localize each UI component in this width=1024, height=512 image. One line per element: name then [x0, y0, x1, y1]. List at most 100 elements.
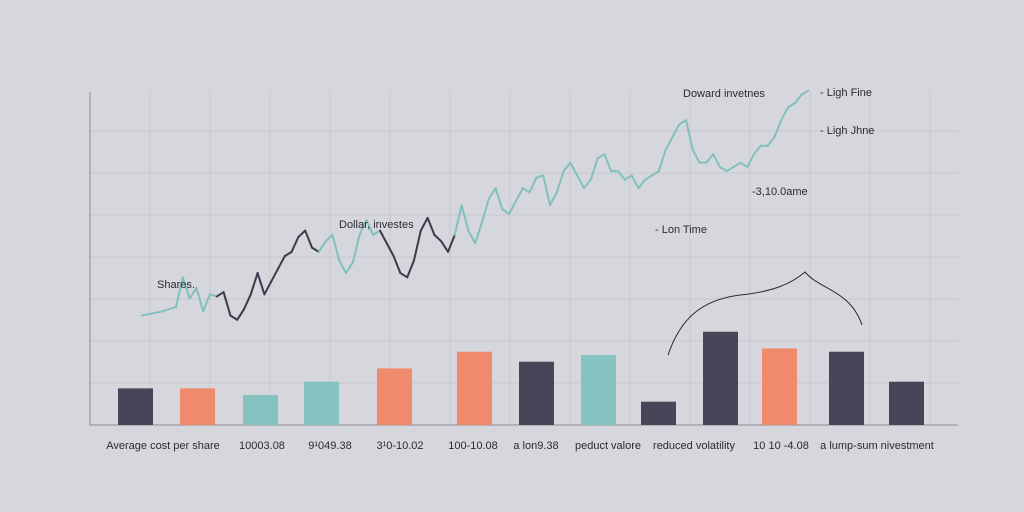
line-segment [793, 93, 803, 105]
line-segment [481, 197, 490, 224]
line-segment [222, 291, 232, 317]
line-segment [311, 246, 320, 253]
line-segment [209, 293, 218, 298]
line-segment [195, 286, 205, 313]
line-segment [583, 178, 592, 190]
line-segment [215, 291, 225, 298]
line-segment [555, 170, 565, 194]
line-segment [515, 187, 524, 202]
line-segment [780, 106, 789, 122]
line-segment [181, 276, 191, 300]
bar [519, 361, 554, 425]
annotation-doward: Doward invetnes [683, 88, 765, 100]
line-segment [399, 272, 409, 279]
line-segment [270, 267, 279, 283]
trend-line [141, 89, 810, 321]
line-segment [202, 293, 211, 313]
line-segment [671, 123, 681, 139]
line-segment [460, 204, 470, 232]
line-segment [358, 219, 368, 236]
line-segment [379, 229, 388, 245]
line-segment [712, 153, 721, 168]
category-label: a lon9.38 [513, 440, 558, 452]
line-segment [229, 314, 239, 321]
category-label: 3¹0-10.02 [376, 440, 423, 452]
line-segment [385, 242, 395, 258]
line-segment [351, 233, 361, 264]
line-segment [528, 176, 538, 194]
line-segment [297, 229, 307, 238]
line-segment [331, 233, 341, 262]
line-segment [392, 255, 402, 275]
line-segment [474, 221, 483, 245]
category-label: 100-10.08 [448, 440, 498, 452]
line-segment [188, 286, 198, 300]
line-segment [719, 165, 728, 173]
line-segment [487, 187, 497, 200]
category-label: 10 10 -4.08 [753, 440, 809, 452]
annotation-ligh-fine: - Ligh Fine [820, 87, 872, 99]
line-segment [236, 308, 245, 321]
line-segment [657, 148, 667, 173]
category-label: 10003.08 [239, 440, 285, 452]
line-segment [521, 187, 531, 194]
bar [703, 331, 738, 425]
annotation-dollar: Dollar, investes [339, 219, 414, 231]
line-segment [589, 157, 599, 181]
grid [90, 92, 958, 425]
bar [304, 381, 339, 425]
line-segment [365, 219, 375, 236]
bar [641, 401, 676, 425]
line-segment [467, 229, 477, 245]
line-segment [739, 161, 749, 168]
line-segment [283, 250, 293, 258]
line-segment [732, 161, 742, 168]
line-segment [603, 153, 613, 173]
line-segment [678, 119, 687, 126]
line-segment [304, 229, 313, 249]
line-segment [317, 240, 327, 253]
category-label: Average cost per share [106, 440, 220, 452]
line-segment [426, 216, 436, 236]
line-segment [501, 208, 511, 215]
line-segment [773, 119, 783, 139]
line-segment [249, 272, 259, 296]
line-segment [753, 144, 762, 156]
bar [829, 351, 864, 425]
line-segment [705, 153, 715, 164]
line-segment [324, 233, 334, 243]
bar [243, 395, 278, 425]
line-segment [263, 280, 273, 296]
line-segment [630, 174, 640, 190]
bar [762, 348, 797, 425]
line-segment [447, 233, 456, 253]
category-label: 9¹049.38 [308, 440, 351, 452]
line-segment [787, 102, 796, 109]
line-segment [338, 259, 347, 275]
line-segment [637, 178, 647, 190]
category-label: a lump-sum nivestment [820, 440, 934, 452]
line-segment [406, 259, 415, 279]
category-label: peduct valore [575, 440, 641, 452]
line-segment [562, 161, 572, 173]
line-segment [440, 240, 449, 253]
line-segment [725, 165, 735, 173]
line-segment [569, 161, 579, 177]
bars [118, 331, 924, 425]
line-segment [256, 272, 266, 296]
line-segment [535, 174, 545, 179]
line-segment [664, 136, 674, 151]
annotation-shares: Shares. [157, 279, 195, 291]
bar [457, 351, 492, 425]
bar [581, 355, 616, 425]
line-segment [691, 148, 701, 164]
line-segment [290, 235, 300, 253]
line-segment [508, 199, 517, 215]
annotation-lon-time: - Lon Time [655, 224, 707, 236]
line-segment [685, 119, 694, 151]
line-segment [161, 306, 177, 313]
line-segment [644, 174, 653, 181]
line-segment [494, 187, 504, 211]
line-segment [800, 89, 810, 96]
